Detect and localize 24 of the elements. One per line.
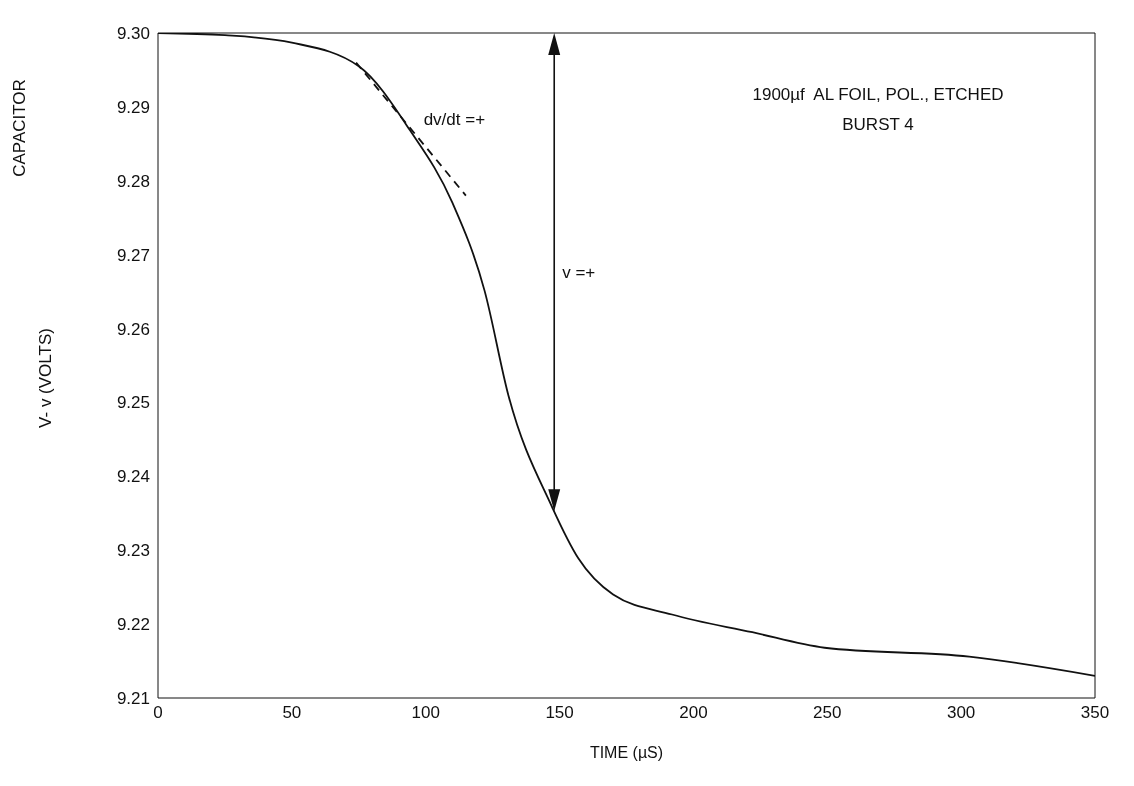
x-tick-label: 150 [545,703,574,723]
x-tick-label: 0 [153,703,163,723]
x-tick-label: 350 [1080,703,1110,723]
y-tick-label: 9.21 [116,689,150,709]
y-tick-label: 9.29 [116,97,150,117]
y-tick-label: 9.28 [116,171,150,191]
annotation: 1900µf AL FOIL, POL., ETCHED [751,84,1005,106]
annotation: BURST 4 [841,114,915,136]
x-tick-label: 50 [282,703,302,723]
ref-line-label: v =+ [562,263,596,283]
text: CAPACITOR V- v (VOLTS) [10,79,55,428]
y-tick-label: 9.22 [116,615,150,635]
y-tick-label: 9.23 [116,541,150,561]
x-axis-title: TIME (µS) [589,744,664,761]
y-tick-label: 9.26 [116,319,150,339]
x-tick-label: 200 [679,703,708,723]
y-tick-label: 9.24 [116,467,150,487]
annotation: dv/dt =+ [423,110,486,130]
y-tick-label: 9.30 [116,24,150,44]
x-tick-label: 250 [813,703,842,723]
x-tick-label: 100 [411,703,440,723]
y-tick-label: 9.25 [116,393,150,413]
x-tick-label: 300 [946,703,976,723]
y-tick-label: 9.27 [116,245,150,265]
